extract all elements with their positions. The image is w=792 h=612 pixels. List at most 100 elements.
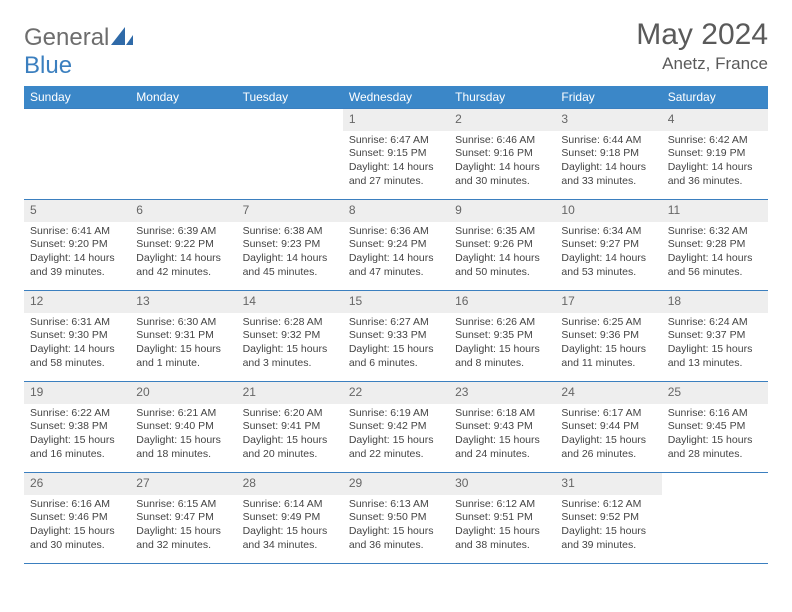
day-number: 24 (555, 382, 661, 404)
daylight-text: Daylight: 14 hours and 39 minutes. (30, 252, 124, 279)
sunrise-text: Sunrise: 6:32 AM (668, 225, 762, 239)
calendar-cell: 11Sunrise: 6:32 AMSunset: 9:28 PMDayligh… (662, 200, 768, 291)
day-number: 27 (130, 473, 236, 495)
sunset-text: Sunset: 9:50 PM (349, 511, 443, 525)
sunrise-text: Sunrise: 6:35 AM (455, 225, 549, 239)
calendar-cell: 15Sunrise: 6:27 AMSunset: 9:33 PMDayligh… (343, 291, 449, 382)
day-number: 28 (237, 473, 343, 495)
calendar-cell: 13Sunrise: 6:30 AMSunset: 9:31 PMDayligh… (130, 291, 236, 382)
sunset-text: Sunset: 9:43 PM (455, 420, 549, 434)
sunset-text: Sunset: 9:47 PM (136, 511, 230, 525)
sunrise-text: Sunrise: 6:42 AM (668, 134, 762, 148)
calendar-cell: 9 Sunrise: 6:35 AMSunset: 9:26 PMDaylight… (449, 200, 555, 291)
calendar-cell: 20Sunrise: 6:21 AMSunset: 9:40 PMDayligh… (130, 382, 236, 473)
sunrise-text: Sunrise: 6:20 AM (243, 407, 337, 421)
day-details: Sunrise: 6:27 AMSunset: 9:33 PMDaylight:… (343, 313, 449, 373)
day-number: 7 (237, 200, 343, 222)
daylight-text: Daylight: 14 hours and 47 minutes. (349, 252, 443, 279)
day-details: Sunrise: 6:46 AMSunset: 9:16 PMDaylight:… (449, 131, 555, 191)
sunrise-text: Sunrise: 6:14 AM (243, 498, 337, 512)
calendar-cell: 10Sunrise: 6:34 AMSunset: 9:27 PMDayligh… (555, 200, 661, 291)
calendar-cell: 1Sunrise: 6:47 AMSunset: 9:15 PMDaylight… (343, 109, 449, 200)
daylight-text: Daylight: 15 hours and 39 minutes. (561, 525, 655, 552)
calendar-cell: 4Sunrise: 6:42 AMSunset: 9:19 PMDaylight… (662, 109, 768, 200)
day-number: 6 (130, 200, 236, 222)
sunset-text: Sunset: 9:38 PM (30, 420, 124, 434)
weekday-row: Sunday Monday Tuesday Wednesday Thursday… (24, 86, 768, 109)
calendar-week-row: 26Sunrise: 6:16 AMSunset: 9:46 PMDayligh… (24, 473, 768, 564)
sunrise-text: Sunrise: 6:39 AM (136, 225, 230, 239)
calendar-week-row: 19Sunrise: 6:22 AMSunset: 9:38 PMDayligh… (24, 382, 768, 473)
daylight-text: Daylight: 15 hours and 16 minutes. (30, 434, 124, 461)
daylight-text: Daylight: 14 hours and 42 minutes. (136, 252, 230, 279)
location: Anetz, France (636, 54, 768, 74)
day-details: Sunrise: 6:19 AMSunset: 9:42 PMDaylight:… (343, 404, 449, 464)
month-title: May 2024 (636, 18, 768, 52)
calendar-cell: 29Sunrise: 6:13 AMSunset: 9:50 PMDayligh… (343, 473, 449, 564)
day-number: 11 (662, 200, 768, 222)
day-number: 12 (24, 291, 130, 313)
day-number: 10 (555, 200, 661, 222)
sunrise-text: Sunrise: 6:47 AM (349, 134, 443, 148)
sunset-text: Sunset: 9:28 PM (668, 238, 762, 252)
calendar-week-row: 5Sunrise: 6:41 AMSunset: 9:20 PMDaylight… (24, 200, 768, 291)
daylight-text: Daylight: 15 hours and 24 minutes. (455, 434, 549, 461)
sunrise-text: Sunrise: 6:26 AM (455, 316, 549, 330)
sunset-text: Sunset: 9:37 PM (668, 329, 762, 343)
sunrise-text: Sunrise: 6:16 AM (668, 407, 762, 421)
daylight-text: Daylight: 14 hours and 45 minutes. (243, 252, 337, 279)
sunset-text: Sunset: 9:23 PM (243, 238, 337, 252)
sunrise-text: Sunrise: 6:28 AM (243, 316, 337, 330)
sunrise-text: Sunrise: 6:41 AM (30, 225, 124, 239)
calendar-cell: 3Sunrise: 6:44 AMSunset: 9:18 PMDaylight… (555, 109, 661, 200)
calendar-cell: 28Sunrise: 6:14 AMSunset: 9:49 PMDayligh… (237, 473, 343, 564)
sunset-text: Sunset: 9:26 PM (455, 238, 549, 252)
sunset-text: Sunset: 9:46 PM (30, 511, 124, 525)
day-number: 3 (555, 109, 661, 131)
brand-text: GeneralBlue (24, 24, 133, 80)
sunset-text: Sunset: 9:30 PM (30, 329, 124, 343)
day-number: 19 (24, 382, 130, 404)
day-number: 31 (555, 473, 661, 495)
daylight-text: Daylight: 15 hours and 26 minutes. (561, 434, 655, 461)
day-details: Sunrise: 6:32 AMSunset: 9:28 PMDaylight:… (662, 222, 768, 282)
day-details: Sunrise: 6:28 AMSunset: 9:32 PMDaylight:… (237, 313, 343, 373)
sunrise-text: Sunrise: 6:12 AM (561, 498, 655, 512)
day-details: Sunrise: 6:14 AMSunset: 9:49 PMDaylight:… (237, 495, 343, 555)
sunrise-text: Sunrise: 6:46 AM (455, 134, 549, 148)
weekday-header: Thursday (449, 86, 555, 109)
weekday-header: Saturday (662, 86, 768, 109)
day-details: Sunrise: 6:16 AMSunset: 9:46 PMDaylight:… (24, 495, 130, 555)
daylight-text: Daylight: 14 hours and 27 minutes. (349, 161, 443, 188)
sunrise-text: Sunrise: 6:25 AM (561, 316, 655, 330)
calendar-cell: 22Sunrise: 6:19 AMSunset: 9:42 PMDayligh… (343, 382, 449, 473)
day-number: 26 (24, 473, 130, 495)
sunrise-text: Sunrise: 6:17 AM (561, 407, 655, 421)
daylight-text: Daylight: 14 hours and 58 minutes. (30, 343, 124, 370)
sunset-text: Sunset: 9:32 PM (243, 329, 337, 343)
sunset-text: Sunset: 9:49 PM (243, 511, 337, 525)
day-details: Sunrise: 6:30 AMSunset: 9:31 PMDaylight:… (130, 313, 236, 373)
calendar-cell: 14Sunrise: 6:28 AMSunset: 9:32 PMDayligh… (237, 291, 343, 382)
calendar-cell (24, 109, 130, 200)
day-details: Sunrise: 6:44 AMSunset: 9:18 PMDaylight:… (555, 131, 661, 191)
calendar-cell: 30Sunrise: 6:12 AMSunset: 9:51 PMDayligh… (449, 473, 555, 564)
day-details: Sunrise: 6:20 AMSunset: 9:41 PMDaylight:… (237, 404, 343, 464)
day-details: Sunrise: 6:16 AMSunset: 9:45 PMDaylight:… (662, 404, 768, 464)
sunset-text: Sunset: 9:24 PM (349, 238, 443, 252)
calendar-cell (237, 109, 343, 200)
day-details: Sunrise: 6:47 AMSunset: 9:15 PMDaylight:… (343, 131, 449, 191)
header: GeneralBlue May 2024 Anetz, France (24, 18, 768, 80)
sunrise-text: Sunrise: 6:15 AM (136, 498, 230, 512)
calendar-cell: 2Sunrise: 6:46 AMSunset: 9:16 PMDaylight… (449, 109, 555, 200)
weekday-header: Sunday (24, 86, 130, 109)
sunset-text: Sunset: 9:33 PM (349, 329, 443, 343)
sunset-text: Sunset: 9:16 PM (455, 147, 549, 161)
day-number: 14 (237, 291, 343, 313)
daylight-text: Daylight: 14 hours and 50 minutes. (455, 252, 549, 279)
day-number: 17 (555, 291, 661, 313)
calendar-cell: 12Sunrise: 6:31 AMSunset: 9:30 PMDayligh… (24, 291, 130, 382)
day-details: Sunrise: 6:25 AMSunset: 9:36 PMDaylight:… (555, 313, 661, 373)
daylight-text: Daylight: 15 hours and 20 minutes. (243, 434, 337, 461)
day-number: 9 (449, 200, 555, 222)
